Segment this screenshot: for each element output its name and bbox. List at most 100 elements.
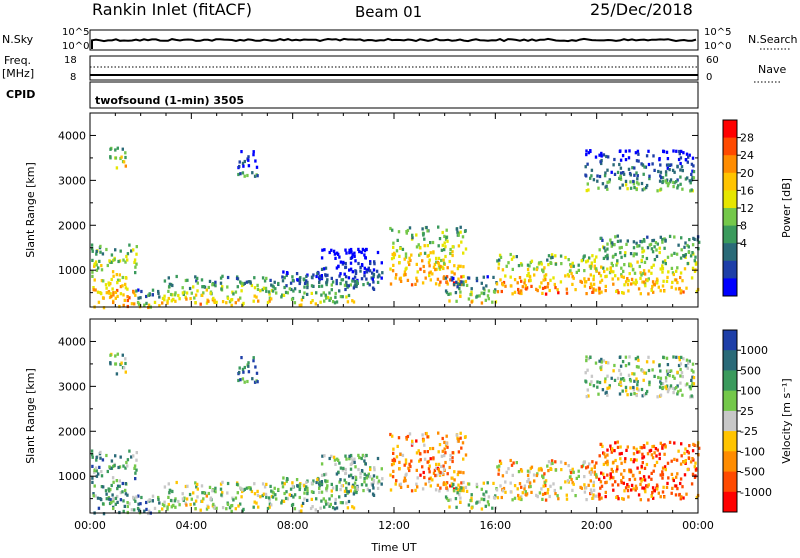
range-gate-cell xyxy=(301,501,305,505)
range-gate-cell xyxy=(111,270,115,274)
range-gate-cell xyxy=(675,149,678,153)
colorbar-swatch xyxy=(723,431,737,452)
range-gate-cell xyxy=(267,290,271,294)
range-gate-cell xyxy=(184,484,188,489)
colorbar-swatch xyxy=(723,190,737,209)
range-gate-cell xyxy=(171,283,174,288)
range-gate-cell xyxy=(119,285,123,289)
range-gate-cell xyxy=(452,276,455,280)
range-gate-cell xyxy=(95,263,98,267)
range-gate-cell xyxy=(108,259,111,263)
range-gate-cell xyxy=(645,392,648,396)
range-gate-cell xyxy=(668,234,672,238)
range-gate-cell xyxy=(650,477,653,481)
range-gate-cell xyxy=(118,259,122,263)
range-gate-cell xyxy=(419,246,422,250)
range-gate-cell xyxy=(632,281,635,285)
range-gate-cell xyxy=(376,250,380,255)
range-gate-cell xyxy=(666,157,670,161)
range-gate-cell xyxy=(124,370,127,374)
range-gate-cell xyxy=(615,495,618,499)
range-gate-cell xyxy=(398,467,401,471)
range-gate-cell xyxy=(653,374,656,378)
range-gate-cell xyxy=(285,271,289,275)
range-gate-cell xyxy=(168,488,172,492)
range-gate-cell xyxy=(330,454,333,458)
range-gate-cell xyxy=(212,502,215,506)
range-gate-cell xyxy=(205,288,208,292)
colorbar-swatch xyxy=(723,172,737,191)
range-gate-cell xyxy=(337,458,340,462)
range-gate-cell xyxy=(614,458,617,463)
range-gate-cell xyxy=(415,245,419,249)
range-gate-cell xyxy=(315,291,318,295)
range-gate-cell xyxy=(595,269,598,273)
range-gate-cell xyxy=(190,291,193,295)
range-gate-cell xyxy=(624,385,628,389)
range-gate-cell xyxy=(251,377,254,381)
range-gate-cell xyxy=(408,226,412,230)
range-gate-cell xyxy=(462,265,465,269)
range-gate-cell xyxy=(673,441,676,445)
range-gate-cell xyxy=(689,395,692,399)
range-gate-cell xyxy=(134,271,137,275)
range-gate-cell xyxy=(588,462,591,466)
range-gate-cell xyxy=(667,270,670,274)
range-gate-cell xyxy=(239,378,242,382)
range-gate-cell xyxy=(135,245,138,249)
range-gate-cell xyxy=(520,263,524,267)
range-gate-cell xyxy=(650,247,654,251)
range-gate-cell xyxy=(655,254,659,258)
range-gate-cell xyxy=(509,458,512,463)
range-gate-cell xyxy=(689,387,692,391)
range-gate-cell xyxy=(457,244,461,248)
range-gate-cell xyxy=(273,280,276,284)
range-gate-cell xyxy=(444,460,447,465)
range-gate-cell xyxy=(585,359,588,363)
range-gate-cell xyxy=(459,225,462,229)
range-gate-cell xyxy=(118,278,121,282)
range-gate-cell xyxy=(121,147,124,151)
range-gate-cell xyxy=(525,493,528,497)
range-gate-cell xyxy=(281,485,285,489)
range-gate-cell xyxy=(95,474,99,478)
range-gate-cell xyxy=(659,473,662,477)
range-gate-cell xyxy=(622,291,625,295)
range-gate-cell xyxy=(324,266,328,270)
range-gate-cell xyxy=(462,480,465,485)
range-gate-cell xyxy=(661,260,665,264)
range-gate-cell xyxy=(668,374,671,378)
range-gate-cell xyxy=(543,266,546,270)
range-gate-cell xyxy=(464,485,468,490)
range-gate-cell xyxy=(92,286,95,290)
range-gate-cell xyxy=(226,502,230,506)
range-gate-cell xyxy=(630,282,633,286)
range-gate-cell xyxy=(137,494,140,498)
range-gate-cell xyxy=(462,457,465,461)
range-gate-cell xyxy=(599,366,602,370)
range-gate-cell xyxy=(357,453,360,457)
range-gate-cell xyxy=(546,258,549,262)
range-gate-cell xyxy=(148,292,151,296)
range-gate-cell xyxy=(437,468,440,472)
range-gate-cell xyxy=(646,441,649,445)
range-gate-cell xyxy=(351,476,354,480)
range-gate-cell xyxy=(670,459,673,463)
range-gate-cell xyxy=(637,182,640,186)
range-gate-cell xyxy=(553,282,556,287)
range-gate-cell xyxy=(303,285,306,289)
range-gate-cell xyxy=(664,173,668,177)
range-gate-cell xyxy=(352,506,356,510)
range-gate-cell xyxy=(318,274,321,279)
range-gate-cell xyxy=(399,279,403,283)
range-gate-cell xyxy=(372,272,376,277)
range-gate-cell xyxy=(653,451,656,455)
range-gate-cell xyxy=(659,163,662,167)
range-gate-cell xyxy=(679,362,683,366)
range-gate-cell xyxy=(440,248,444,252)
range-gate-cell xyxy=(315,274,318,279)
range-gate-cell xyxy=(215,506,218,510)
range-gate-cell xyxy=(584,371,587,375)
range-gate-cell xyxy=(624,280,628,284)
